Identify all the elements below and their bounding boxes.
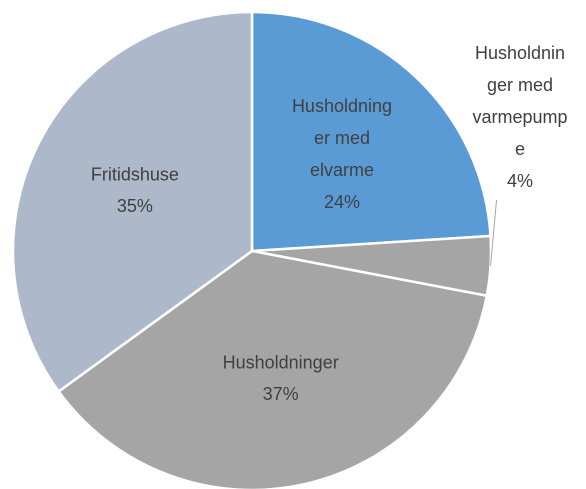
slice-label: Husholdninger [223, 352, 339, 372]
label-line: elvarme [310, 160, 374, 180]
leader-line [490, 199, 498, 267]
label-line: Fritidshuse [91, 164, 179, 184]
label-line: ger med [487, 75, 553, 95]
slice-label: Husholdnin ger med varmepump e [472, 43, 567, 159]
pie-slice [250, 10, 492, 253]
value-label: 35% [117, 196, 153, 216]
label-line: Husholdnin [475, 43, 565, 63]
label-line: varmepump [472, 107, 567, 127]
pie-slice [11, 10, 254, 394]
label-line: er med [314, 128, 370, 148]
slice-label: Fritidshuse [91, 164, 179, 184]
label-line: e [515, 139, 525, 159]
value-label: 24% [324, 192, 360, 212]
pie-slice [56, 249, 489, 489]
slice-label: Husholdning er med elvarme [292, 96, 392, 180]
label-line: Husholdninger [223, 352, 339, 372]
value-label: 4% [507, 171, 533, 191]
value-label: 37% [263, 384, 299, 404]
label-line: Husholdning [292, 96, 392, 116]
